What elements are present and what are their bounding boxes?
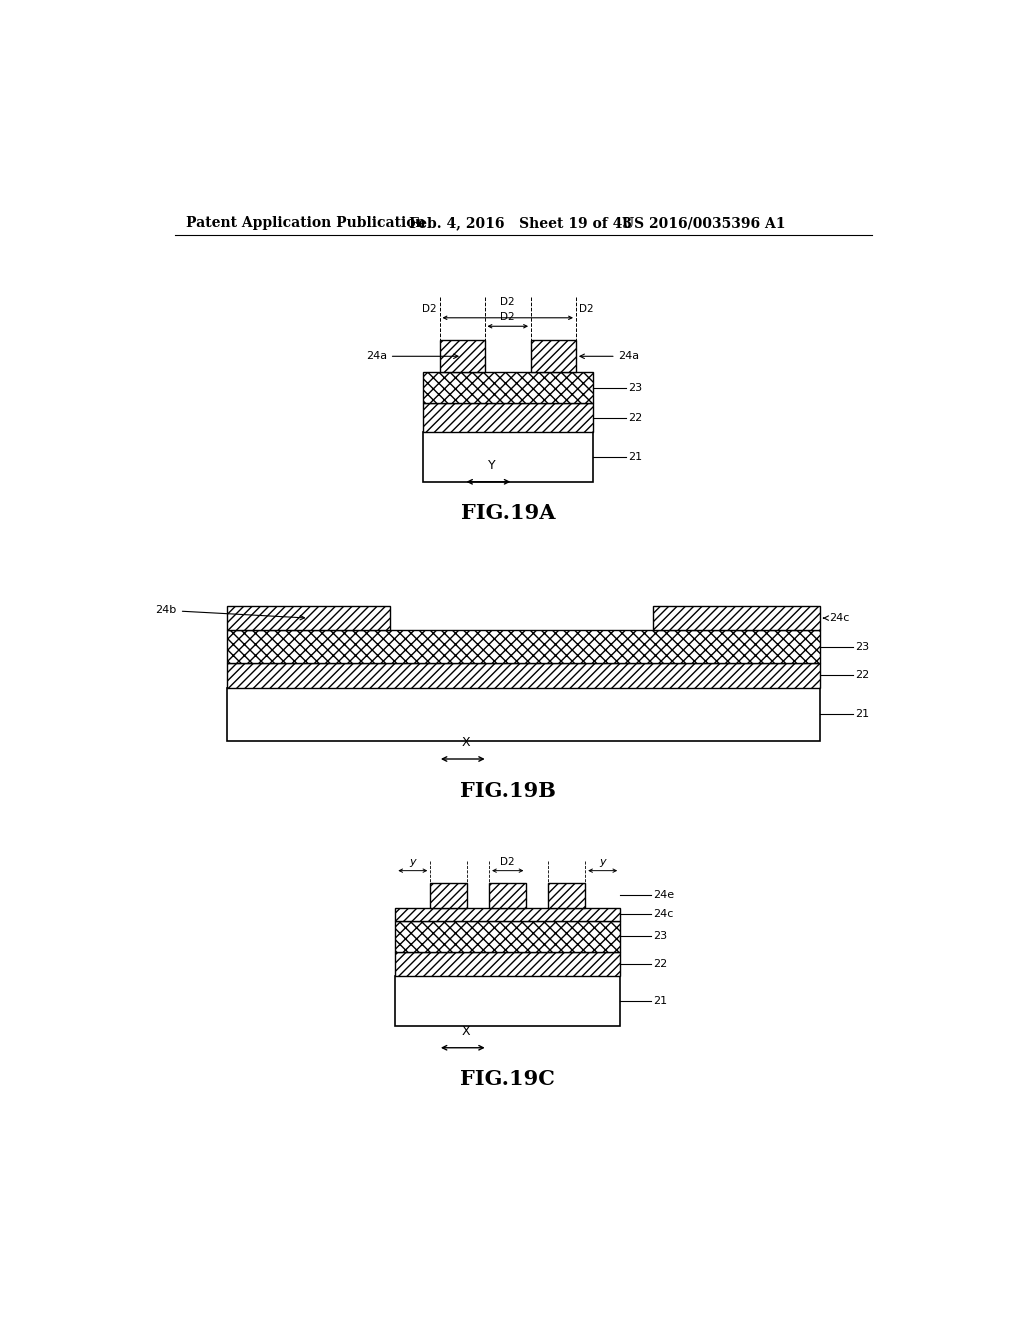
Text: D2: D2 xyxy=(501,297,515,308)
Text: 23: 23 xyxy=(628,383,642,393)
Text: y: y xyxy=(599,857,606,867)
Bar xyxy=(227,606,390,631)
Text: 21: 21 xyxy=(628,451,642,462)
Text: 22: 22 xyxy=(653,958,668,969)
Bar xyxy=(227,663,820,688)
Text: 21: 21 xyxy=(855,709,869,719)
Text: US 2016/0035396 A1: US 2016/0035396 A1 xyxy=(623,216,786,230)
Text: Y: Y xyxy=(487,459,496,471)
Text: FIG.19B: FIG.19B xyxy=(460,780,556,800)
Bar xyxy=(548,883,586,908)
Text: 24c: 24c xyxy=(823,612,850,623)
Text: 24b: 24b xyxy=(156,606,304,620)
Bar xyxy=(430,883,467,908)
Bar xyxy=(653,606,820,631)
Text: 23: 23 xyxy=(855,642,869,652)
Text: 23: 23 xyxy=(653,931,668,941)
Bar xyxy=(423,372,593,404)
Bar xyxy=(227,631,820,663)
Bar xyxy=(489,883,526,908)
Bar xyxy=(395,921,621,952)
Text: 24a: 24a xyxy=(366,351,458,362)
Bar xyxy=(395,908,621,921)
Bar xyxy=(531,341,575,372)
Text: Feb. 4, 2016   Sheet 19 of 43: Feb. 4, 2016 Sheet 19 of 43 xyxy=(409,216,632,230)
Text: 22: 22 xyxy=(855,671,869,680)
Text: 24e: 24e xyxy=(653,890,675,900)
Text: FIG.19A: FIG.19A xyxy=(461,503,555,523)
Text: D2: D2 xyxy=(422,304,436,314)
Text: 21: 21 xyxy=(653,997,668,1006)
Text: D2: D2 xyxy=(501,312,515,322)
Bar xyxy=(423,404,593,432)
Bar xyxy=(395,952,621,977)
Text: X: X xyxy=(462,737,470,748)
Text: 22: 22 xyxy=(628,413,642,422)
Text: D2: D2 xyxy=(579,304,594,314)
Text: 24a: 24a xyxy=(580,351,640,362)
Bar xyxy=(423,432,593,482)
Text: Patent Application Publication: Patent Application Publication xyxy=(186,216,426,230)
Text: FIG.19C: FIG.19C xyxy=(461,1069,555,1089)
Text: D2: D2 xyxy=(501,857,515,867)
Bar xyxy=(227,688,820,741)
Text: 24c: 24c xyxy=(653,909,674,919)
Text: y: y xyxy=(410,857,416,867)
Bar xyxy=(439,341,484,372)
Bar xyxy=(395,977,621,1026)
Text: X: X xyxy=(462,1024,470,1038)
